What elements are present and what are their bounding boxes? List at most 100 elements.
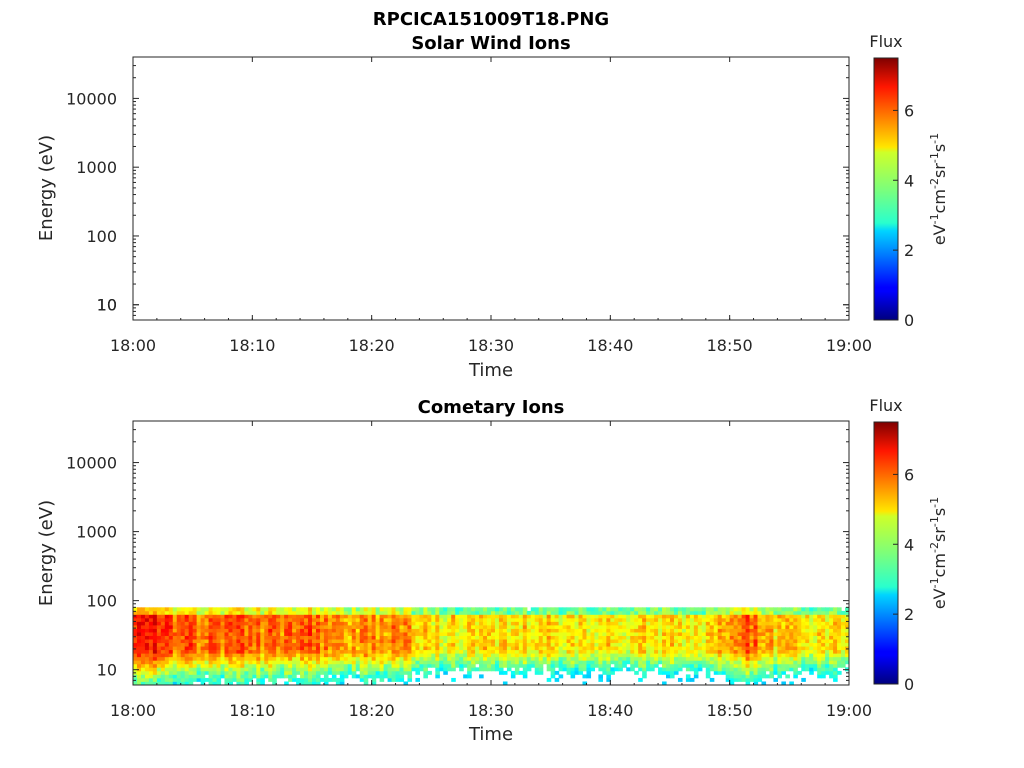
spectrogram-cell <box>244 674 249 679</box>
spectrogram-cell <box>339 663 345 668</box>
spectrogram-cell <box>833 646 838 651</box>
spectrogram-cell <box>514 639 520 644</box>
spectrogram-cell <box>447 656 452 661</box>
spectrogram-cell <box>689 639 695 644</box>
spectrogram-cell <box>447 663 452 668</box>
spectrogram-cell <box>586 628 592 633</box>
spectrogram-cell <box>578 617 584 622</box>
spectrogram-cell <box>272 653 277 658</box>
spectrogram-cell <box>435 649 440 654</box>
spectrogram-cell <box>136 610 142 615</box>
spectrogram-cell <box>646 663 651 668</box>
spectrogram-cell <box>578 649 584 654</box>
spectrogram-cell <box>654 663 659 668</box>
spectrogram-cell <box>566 670 572 675</box>
spectrogram-cell <box>232 653 238 658</box>
spectrogram-cell <box>323 663 329 668</box>
spectrogram-cell <box>240 653 245 658</box>
spectrogram-cell <box>761 635 767 640</box>
spectrogram-cell <box>387 639 393 644</box>
spectrogram-cell <box>312 646 317 651</box>
spectrogram-cell <box>793 639 798 644</box>
spectrogram-cell <box>359 663 365 668</box>
spectrogram-cell <box>415 632 420 636</box>
spectrogram-cell <box>443 646 448 651</box>
spectrogram-cell <box>638 656 643 661</box>
spectrogram-cell <box>785 628 790 633</box>
spectrogram-cell <box>272 621 277 626</box>
spectrogram-cell <box>208 677 214 682</box>
spectrogram-cell <box>658 632 663 636</box>
spectrogram-cell <box>312 639 317 644</box>
spectrogram-cell <box>773 660 778 665</box>
spectrogram-cell <box>248 635 253 640</box>
spectrogram-cell <box>140 632 146 636</box>
spectrogram-cell <box>375 610 381 615</box>
spectrogram-cell <box>280 670 285 675</box>
spectrogram-cell <box>681 614 687 619</box>
spectrogram-cell <box>721 621 727 626</box>
spectrogram-cell <box>300 663 305 668</box>
spectrogram-cell <box>733 656 739 661</box>
spectrogram-cell <box>133 635 138 640</box>
spectrogram-cell <box>825 617 830 622</box>
spectrogram-cell <box>212 667 218 672</box>
spectrogram-cell <box>256 617 261 622</box>
spectrogram-cell <box>260 674 265 679</box>
spectrogram-cell <box>240 649 245 654</box>
spectrogram-cell <box>630 632 635 636</box>
spectrogram-cell <box>789 610 794 615</box>
spectrogram-cell <box>781 642 786 647</box>
spectrogram-cell <box>685 677 691 682</box>
spectrogram-cell <box>510 649 516 654</box>
spectrogram-cell <box>666 674 671 679</box>
spectrogram-cell <box>538 663 544 668</box>
spectrogram-cell <box>741 653 747 658</box>
spectrogram-cell <box>156 656 162 661</box>
spectrogram-cell <box>550 607 556 612</box>
spectrogram-cell <box>650 649 655 654</box>
spectrogram-cell <box>590 653 596 658</box>
spectrogram-cell <box>757 653 763 658</box>
spectrogram-cell <box>168 656 174 661</box>
spectrogram-cell <box>208 628 214 633</box>
spectrogram-cell <box>427 607 432 612</box>
spectrogram-cell <box>427 670 432 675</box>
spectrogram-cell <box>272 674 277 679</box>
spectrogram-cell <box>292 624 297 629</box>
spectrogram-cell <box>323 610 329 615</box>
spectrogram-cell <box>749 674 755 679</box>
spectrogram-cell <box>367 674 373 679</box>
spectrogram-cell <box>216 639 222 644</box>
spectrogram-cell <box>602 649 607 654</box>
spectrogram-cell <box>144 663 150 668</box>
spectrogram-cell <box>614 639 619 644</box>
spectrogram-cell <box>574 632 580 636</box>
spectrogram-cell <box>650 610 655 615</box>
spectrogram-cell <box>514 653 520 658</box>
spectrogram-cell <box>184 670 190 675</box>
spectrogram-cell <box>268 677 273 682</box>
spectrogram-cell <box>713 624 719 629</box>
spectrogram-cell <box>570 639 576 644</box>
spectrogram-cell <box>689 614 695 619</box>
spectrogram-cell <box>423 628 428 633</box>
spectrogram-cell <box>284 663 289 668</box>
colorbar-tick-label: 4 <box>904 535 914 554</box>
spectrogram-cell <box>319 639 325 644</box>
x-axis-label: Time <box>468 724 513 745</box>
spectrogram-cell <box>797 632 802 636</box>
spectrogram-cell <box>419 624 424 629</box>
spectrogram-cell <box>526 635 532 640</box>
spectrogram-cell <box>331 624 337 629</box>
spectrogram-cell <box>777 670 782 675</box>
spectrogram-cell <box>491 649 496 654</box>
spectrogram-cell <box>136 639 142 644</box>
spectrogram-cell <box>367 653 373 658</box>
spectrogram-cell <box>586 646 592 651</box>
spectrogram-cell <box>538 610 544 615</box>
spectrogram-cell <box>554 646 560 651</box>
spectrogram-cell <box>144 621 150 626</box>
spectrogram-cell <box>685 635 691 640</box>
